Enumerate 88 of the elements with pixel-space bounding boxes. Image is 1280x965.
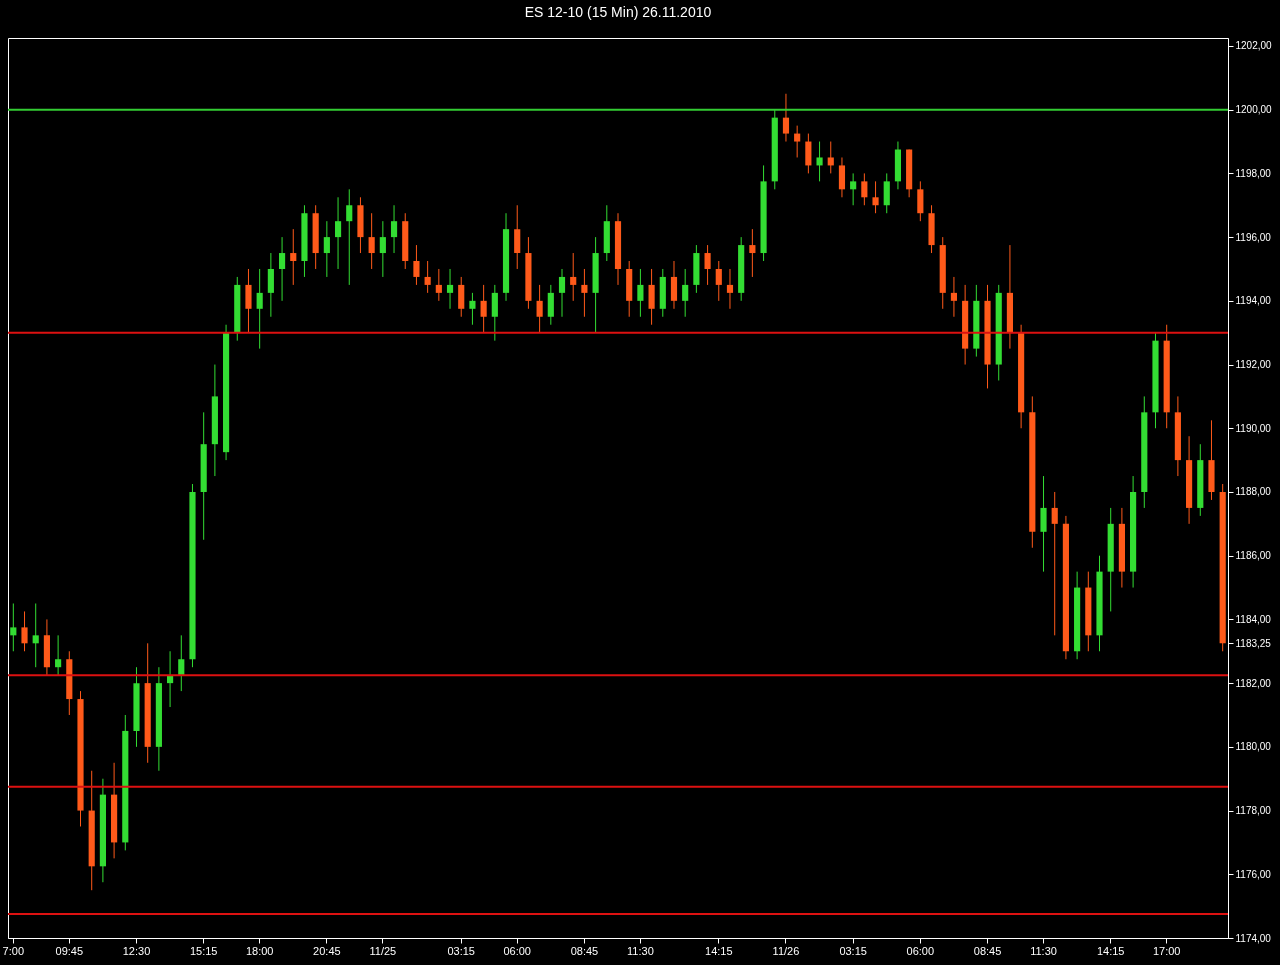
- y-tick-label: 1194,00: [1235, 295, 1272, 307]
- x-tick-label: 08:45: [973, 944, 1002, 957]
- y-tick-label: 1184,00: [1235, 613, 1272, 625]
- y-tick-label: 1196,00: [1235, 231, 1272, 243]
- x-tick-label: 08:45: [570, 944, 599, 957]
- candlestick: [850, 172, 857, 206]
- candlestick: [32, 602, 39, 668]
- candlestick: [368, 212, 375, 270]
- candlestick: [794, 125, 801, 158]
- candlestick: [872, 180, 879, 214]
- y-tick-label: 1192,00: [1235, 359, 1272, 371]
- candlestick: [267, 252, 274, 318]
- x-tick-label: 03:15: [839, 944, 867, 957]
- x-tick-label: 14:15: [705, 944, 733, 957]
- candlestick: [424, 260, 431, 294]
- candlestick: [480, 284, 487, 334]
- candlestick: [581, 268, 588, 318]
- candlestick: [547, 284, 554, 326]
- x-tick-label: 09:45: [55, 944, 84, 957]
- candlestick: [715, 260, 722, 302]
- candlestick: [1040, 475, 1047, 573]
- x-tick-label: 11/26: [772, 944, 800, 957]
- x-tick-label: 20:45: [313, 944, 341, 957]
- y-tick-label: 1174,00: [1235, 932, 1272, 944]
- candlestick: [346, 188, 353, 286]
- x-tick-label: 06:00: [906, 944, 935, 957]
- y-tick-label: 1200,00: [1235, 104, 1273, 116]
- x-tick-label: 03:15: [447, 944, 475, 957]
- x-tick-label: 15:15: [189, 944, 218, 957]
- y-tick-label: 1183,25: [1235, 637, 1272, 649]
- candlestick: [334, 196, 342, 270]
- candlestick: [413, 244, 420, 286]
- candlestick: [178, 634, 185, 692]
- chart-title: ES 12-10 (15 Min) 26.11.2010: [524, 4, 712, 20]
- candlestick: [782, 93, 790, 143]
- candlestick: [570, 252, 577, 302]
- candlestick: [10, 602, 17, 652]
- candlestick: [256, 268, 263, 350]
- candlestick: [290, 228, 297, 286]
- candlestick: [749, 228, 756, 278]
- candlestick: [491, 284, 498, 342]
- candlestick: [838, 156, 846, 198]
- candlestick: [514, 204, 521, 270]
- candlestick: [458, 276, 465, 318]
- candlestick: [704, 244, 711, 286]
- candlestick: [390, 204, 398, 254]
- y-tick-label: 1180,00: [1235, 741, 1272, 753]
- y-tick-label: 1202,00: [1235, 40, 1273, 52]
- y-tick-label: 1186,00: [1235, 550, 1272, 562]
- x-tick-label: 11:30: [1030, 944, 1057, 957]
- candlestick: [245, 268, 252, 334]
- candlestick: [469, 292, 476, 326]
- candlestick: [379, 220, 386, 278]
- y-tick-label: 1190,00: [1235, 422, 1272, 434]
- candlestick: [323, 220, 330, 278]
- candlestick: [648, 268, 655, 326]
- y-tick-label: 1176,00: [1235, 868, 1272, 880]
- candlestick: [827, 141, 834, 174]
- y-tick-label: 1188,00: [1235, 486, 1272, 498]
- x-tick-label: 12:30: [122, 944, 151, 957]
- x-tick-label: 17:00: [1152, 944, 1181, 957]
- x-tick-label: 18:00: [245, 944, 274, 957]
- candlestick: [1051, 491, 1058, 636]
- candlestick: [670, 260, 678, 310]
- candlestick: [682, 268, 689, 318]
- candlestick: [883, 172, 890, 214]
- candlestick: [278, 236, 286, 302]
- candlestick: [950, 276, 958, 318]
- x-tick-label: 06:00: [503, 944, 531, 957]
- candlestick: [446, 268, 454, 310]
- x-tick-label: 7:00: [2, 944, 25, 957]
- candlestick: [917, 180, 924, 222]
- x-tick-label: 11:30: [627, 944, 654, 957]
- candlestick: [805, 133, 812, 174]
- x-tick-label: 11/25: [369, 944, 397, 957]
- y-tick-label: 1178,00: [1235, 805, 1272, 817]
- candlestick: [816, 141, 823, 182]
- candlestick: [435, 268, 442, 302]
- candlestick: [637, 268, 644, 318]
- y-tick-label: 1198,00: [1235, 167, 1272, 179]
- candlestick: [726, 268, 734, 310]
- candlestick: [55, 634, 62, 676]
- candlestick: [21, 610, 28, 652]
- x-tick-label: 14:15: [1096, 944, 1125, 957]
- candlestick: [558, 268, 566, 318]
- y-tick-label: 1182,00: [1235, 677, 1272, 689]
- candlestick: [861, 172, 868, 206]
- candlestick: [536, 284, 543, 334]
